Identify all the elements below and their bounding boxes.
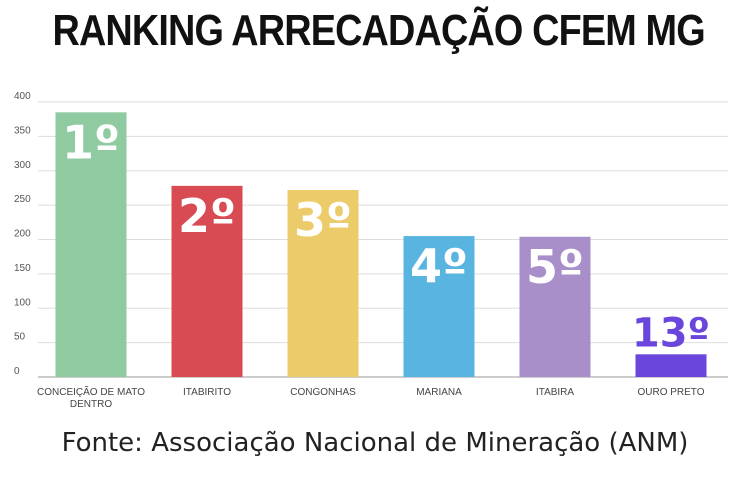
- category-label: CONGONHAS: [290, 387, 356, 398]
- category-label: ITABIRA: [536, 387, 574, 398]
- category-label: MARIANA: [416, 387, 462, 398]
- rank-label: 4º: [410, 239, 468, 293]
- category-label: OURO PRETO: [637, 387, 704, 398]
- bar: [635, 354, 707, 377]
- bar: [55, 112, 127, 377]
- bar: [171, 185, 243, 377]
- rank-label: 5º: [526, 240, 584, 294]
- rank-label: 1º: [62, 115, 120, 169]
- rank-label: 3º: [294, 193, 352, 247]
- y-tick-label: 350: [14, 125, 31, 136]
- rank-label: 2º: [178, 189, 236, 243]
- y-tick-label: 150: [14, 263, 31, 274]
- y-tick-label: 400: [14, 91, 31, 102]
- bar-chart: 0 50 100 150 200 250 300 350 400 1º CONCEIÇÃO DE M…: [14, 91, 728, 410]
- y-tick-label: 0: [14, 366, 20, 377]
- bar: [287, 190, 359, 377]
- category-label: ITABIRITO: [183, 387, 231, 398]
- y-tick-label: 200: [14, 229, 31, 240]
- y-tick-label: 250: [14, 194, 31, 205]
- bar: [519, 236, 591, 377]
- bar: [403, 236, 475, 377]
- category-label: DENTRO: [70, 399, 112, 410]
- category-label: CONCEIÇÃO DE MATO: [37, 385, 145, 398]
- y-tick-label: 100: [14, 297, 31, 308]
- y-tick-label: 300: [14, 160, 31, 171]
- source-caption: Fonte: Associação Nacional de Mineração …: [61, 428, 689, 458]
- chart-title: RANKING ARRECADAÇÃO CFEM MG: [52, 6, 706, 55]
- rank-label: 13º: [632, 310, 710, 356]
- y-tick-label: 50: [14, 332, 26, 343]
